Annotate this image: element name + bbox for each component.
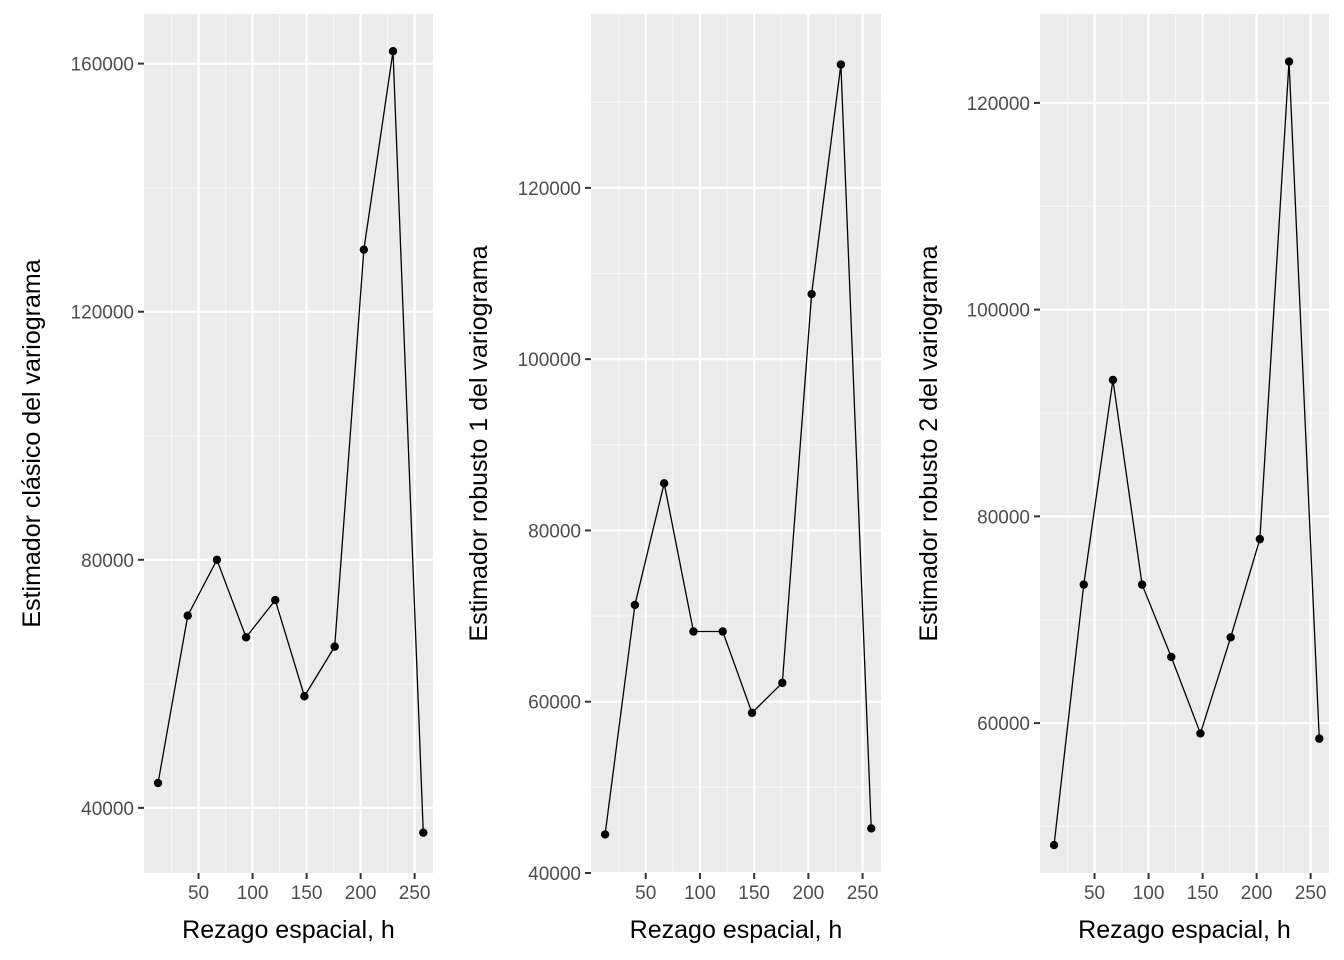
- data-point: [183, 611, 192, 620]
- y-tick-label: 80000: [977, 507, 1030, 528]
- panel-background: [144, 14, 433, 873]
- series-line: [1053, 61, 1320, 846]
- data-point: [1049, 840, 1059, 850]
- data-point: [241, 633, 251, 642]
- y-tick-label: 120000: [967, 94, 1030, 115]
- y-tick-label: 100000: [967, 301, 1030, 322]
- data-point: [1226, 633, 1235, 642]
- data-point: [359, 245, 369, 254]
- data-point: [600, 830, 610, 839]
- x-tick-label: 50: [188, 883, 209, 904]
- y-tick-label: 40000: [528, 864, 581, 885]
- y-tick-label: 80000: [81, 551, 134, 572]
- data-point: [271, 595, 280, 605]
- data-point: [836, 60, 846, 69]
- data-point: [419, 828, 428, 837]
- data-point: [630, 600, 640, 610]
- chart-panel-3: 50 100 150 200 250 60000 80000 100000 120000 Reza…: [915, 14, 1329, 944]
- data-point: [1079, 580, 1088, 589]
- data-point: [1108, 375, 1118, 385]
- series-line: [157, 51, 424, 833]
- data-point: [689, 627, 698, 636]
- data-point: [867, 824, 876, 833]
- data-point: [300, 692, 309, 701]
- y-tick-label: 80000: [528, 521, 581, 542]
- y-tick-label: 60000: [528, 693, 581, 714]
- data-point: [807, 289, 816, 299]
- x-axis-title: Rezago espacial, h: [630, 916, 843, 944]
- series-line: [604, 64, 872, 835]
- x-tick-label: 100: [684, 883, 716, 904]
- x-tick-label: 200: [1241, 883, 1273, 904]
- x-tick-label: 150: [738, 883, 770, 904]
- chart-panel-2: 50 100 150 200 250 40000 60000 80000 100000 12000…: [465, 14, 881, 944]
- y-tick-label: 120000: [518, 179, 581, 200]
- data-point: [747, 708, 757, 718]
- x-axis-title: Rezago espacial, h: [182, 916, 395, 944]
- y-axis-title: Estimador robusto 2 del variograma: [915, 245, 943, 641]
- data-point: [1137, 580, 1147, 589]
- data-point: [1284, 57, 1294, 66]
- x-tick-label: 150: [1187, 883, 1219, 904]
- x-tick-label: 200: [793, 883, 825, 904]
- x-tick-label: 250: [1295, 883, 1327, 904]
- x-axis-title: Rezago espacial, h: [1078, 916, 1291, 944]
- x-tick-label: 250: [399, 883, 431, 904]
- y-tick-label: 160000: [71, 55, 134, 76]
- data-point: [1315, 734, 1324, 743]
- y-tick-label: 100000: [518, 350, 581, 371]
- chart-panel-1: 50 100 150 200 250 40000 80000 120000 160000 Reza…: [18, 14, 433, 944]
- data-point: [1167, 652, 1176, 662]
- y-axis-title: Estimador clásico del variograma: [18, 259, 46, 627]
- data-point: [718, 627, 727, 636]
- y-tick-label: 120000: [71, 303, 134, 324]
- x-tick-label: 200: [345, 883, 377, 904]
- data-point: [212, 555, 222, 564]
- x-tick-label: 250: [847, 883, 879, 904]
- data-point: [330, 642, 339, 651]
- data-point: [153, 778, 163, 788]
- y-axis-title: Estimador robusto 1 del variograma: [465, 245, 493, 641]
- y-tick-label: 40000: [81, 799, 134, 820]
- data-point: [659, 479, 669, 488]
- y-tick-label: 60000: [977, 714, 1030, 735]
- data-point: [1196, 729, 1205, 738]
- x-tick-label: 100: [1133, 883, 1165, 904]
- x-tick-label: 50: [635, 883, 656, 904]
- data-point: [388, 47, 398, 56]
- data-point: [1255, 534, 1265, 544]
- x-tick-label: 150: [291, 883, 323, 904]
- x-tick-label: 100: [237, 883, 269, 904]
- panel-background: [1040, 14, 1329, 873]
- data-point: [778, 678, 787, 688]
- x-tick-label: 50: [1084, 883, 1105, 904]
- panel-background: [591, 14, 881, 873]
